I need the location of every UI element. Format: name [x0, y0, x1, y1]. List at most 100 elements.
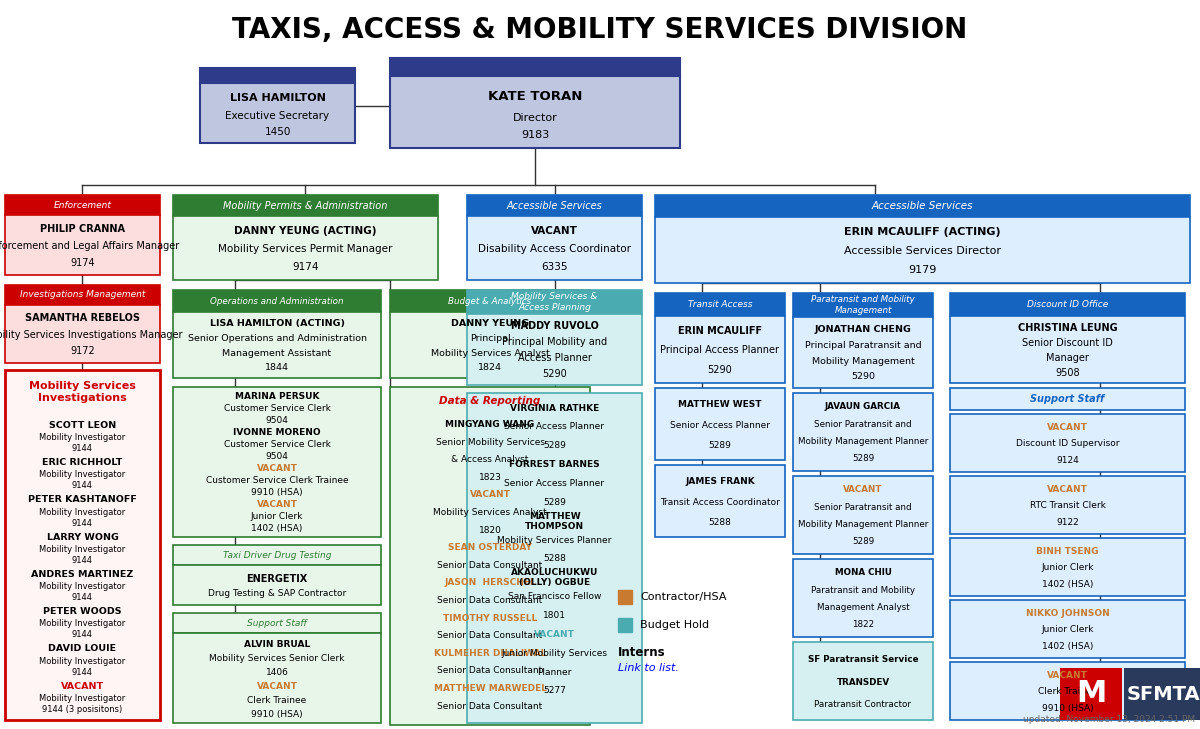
Text: SFMTA: SFMTA — [1126, 685, 1200, 703]
Text: 5288: 5288 — [708, 518, 732, 527]
Text: ERIN MCAULIFF: ERIN MCAULIFF — [678, 326, 762, 336]
Text: Mobility Services Senior Clerk: Mobility Services Senior Clerk — [209, 654, 344, 663]
Text: Principal Paratransit and: Principal Paratransit and — [805, 340, 922, 350]
FancyBboxPatch shape — [173, 217, 438, 280]
Text: 1406: 1406 — [265, 668, 288, 677]
Text: Mobility Investigator: Mobility Investigator — [40, 545, 126, 554]
Text: Principal: Principal — [469, 334, 510, 343]
Text: VACANT: VACANT — [844, 486, 883, 494]
Text: 9144: 9144 — [72, 555, 94, 565]
Text: 1820: 1820 — [479, 526, 502, 534]
Text: CHRISTINA LEUNG: CHRISTINA LEUNG — [1018, 322, 1117, 332]
Text: ENERGETIX: ENERGETIX — [246, 574, 307, 584]
Text: Principal Access Planner: Principal Access Planner — [660, 346, 780, 355]
FancyBboxPatch shape — [5, 370, 160, 720]
FancyBboxPatch shape — [655, 195, 1190, 217]
FancyBboxPatch shape — [793, 642, 934, 720]
Text: Senior Paratransit and: Senior Paratransit and — [814, 503, 912, 512]
Text: ANDRES MARTINEZ: ANDRES MARTINEZ — [31, 570, 133, 579]
Text: Senior Access Planner: Senior Access Planner — [504, 479, 605, 488]
Text: JASON  HERSCHEL: JASON HERSCHEL — [444, 578, 536, 588]
Text: Access Planner: Access Planner — [517, 353, 592, 363]
Text: TRANSDEV: TRANSDEV — [836, 678, 889, 687]
Text: 9144: 9144 — [72, 481, 94, 491]
Text: VACANT: VACANT — [469, 491, 510, 499]
Text: MATTHEW
THOMPSON: MATTHEW THOMPSON — [524, 512, 584, 531]
Text: VACANT: VACANT — [61, 682, 104, 690]
FancyBboxPatch shape — [793, 316, 934, 388]
FancyBboxPatch shape — [5, 305, 160, 363]
Text: Senior Data Consultant: Senior Data Consultant — [437, 631, 542, 640]
Text: 9144: 9144 — [72, 593, 94, 602]
Text: Manager: Manager — [1046, 353, 1088, 362]
Text: 9144: 9144 — [72, 518, 94, 528]
Text: 9504: 9504 — [265, 452, 288, 461]
FancyBboxPatch shape — [467, 313, 642, 385]
Text: 1450: 1450 — [264, 127, 290, 137]
FancyBboxPatch shape — [467, 217, 642, 280]
Text: ERIN MCAULIFF (ACTING): ERIN MCAULIFF (ACTING) — [844, 227, 1001, 237]
Text: Mobility Services
Investigations: Mobility Services Investigations — [29, 381, 136, 403]
Text: JAMES FRANK: JAMES FRANK — [685, 477, 755, 486]
Text: ERIC RICHHOLT: ERIC RICHHOLT — [42, 459, 122, 467]
FancyBboxPatch shape — [390, 58, 680, 76]
Text: updated: November 13, 2024 2:51 PM: updated: November 13, 2024 2:51 PM — [1022, 715, 1195, 724]
Text: 9910 (HSA): 9910 (HSA) — [251, 710, 302, 719]
FancyBboxPatch shape — [173, 565, 382, 605]
Text: Mobility Services &
Access Planning: Mobility Services & Access Planning — [511, 292, 598, 311]
Text: Customer Service Clerk Trainee: Customer Service Clerk Trainee — [205, 476, 348, 485]
Text: AKAOLUCHUKWU
(OLLY) OGBUE: AKAOLUCHUKWU (OLLY) OGBUE — [511, 569, 598, 587]
Text: Interns: Interns — [618, 645, 666, 658]
FancyBboxPatch shape — [173, 633, 382, 723]
Text: Taxi Driver Drug Testing: Taxi Driver Drug Testing — [223, 550, 331, 559]
FancyBboxPatch shape — [793, 559, 934, 637]
Text: 9144: 9144 — [72, 631, 94, 639]
Text: Senior Paratransit and: Senior Paratransit and — [814, 420, 912, 429]
Text: VACANT: VACANT — [1048, 671, 1088, 679]
Text: 9910 (HSA): 9910 (HSA) — [1042, 704, 1093, 713]
Text: Link to list.: Link to list. — [618, 663, 679, 673]
Text: Clerk Trainee: Clerk Trainee — [247, 696, 307, 705]
Text: DANNY YEUNG (ACTING): DANNY YEUNG (ACTING) — [234, 226, 377, 235]
Text: Junior Mobility Services: Junior Mobility Services — [502, 649, 607, 658]
Text: VACANT: VACANT — [532, 226, 578, 235]
Text: PETER WOODS: PETER WOODS — [43, 607, 121, 616]
Text: RTC Transit Clerk: RTC Transit Clerk — [1030, 502, 1105, 510]
FancyBboxPatch shape — [950, 476, 1186, 534]
Text: Mobility Investigator: Mobility Investigator — [40, 657, 126, 666]
Text: Mobility Management Planner: Mobility Management Planner — [798, 520, 928, 529]
Text: 1402 (HSA): 1402 (HSA) — [1042, 580, 1093, 589]
Text: MINGYANG WANG: MINGYANG WANG — [445, 420, 535, 429]
Text: Mobility Investigator: Mobility Investigator — [40, 433, 126, 443]
Text: Discount ID Office: Discount ID Office — [1027, 300, 1108, 309]
FancyBboxPatch shape — [5, 215, 160, 275]
FancyBboxPatch shape — [173, 312, 382, 378]
Text: ALVIN BRUAL: ALVIN BRUAL — [244, 640, 310, 649]
Text: Senior Access Planner: Senior Access Planner — [670, 421, 770, 429]
Text: Mobility Investigator: Mobility Investigator — [40, 620, 126, 628]
Text: BINH TSENG: BINH TSENG — [1037, 547, 1099, 555]
FancyBboxPatch shape — [655, 217, 1190, 283]
Text: TAXIS, ACCESS & MOBILITY SERVICES DIVISION: TAXIS, ACCESS & MOBILITY SERVICES DIVISI… — [233, 16, 967, 44]
Text: KULMEHER DHALIWAL: KULMEHER DHALIWAL — [434, 649, 546, 658]
Text: Senior Data Consultant: Senior Data Consultant — [437, 561, 542, 570]
FancyBboxPatch shape — [467, 195, 642, 217]
Text: Support Staff: Support Staff — [1031, 394, 1105, 404]
FancyBboxPatch shape — [793, 293, 934, 316]
Text: Planner: Planner — [538, 668, 571, 677]
Text: Senior Access Planner: Senior Access Planner — [504, 422, 605, 432]
Text: TIMOTHY RUSSELL: TIMOTHY RUSSELL — [443, 614, 538, 623]
Text: 5289: 5289 — [544, 498, 566, 507]
Text: 5289: 5289 — [708, 441, 732, 450]
Text: 9144: 9144 — [72, 668, 94, 677]
Text: 5277: 5277 — [544, 687, 566, 695]
Text: Disability Access Coordinator: Disability Access Coordinator — [478, 244, 631, 254]
Text: MATTHEW MARWEDEL: MATTHEW MARWEDEL — [433, 684, 546, 693]
FancyBboxPatch shape — [173, 290, 382, 312]
FancyBboxPatch shape — [618, 590, 632, 604]
Text: JAVAUN GARCIA: JAVAUN GARCIA — [826, 402, 901, 411]
Text: Transit Access Coordinator: Transit Access Coordinator — [660, 497, 780, 507]
FancyBboxPatch shape — [950, 662, 1186, 720]
FancyBboxPatch shape — [1124, 668, 1200, 720]
FancyBboxPatch shape — [390, 290, 590, 312]
